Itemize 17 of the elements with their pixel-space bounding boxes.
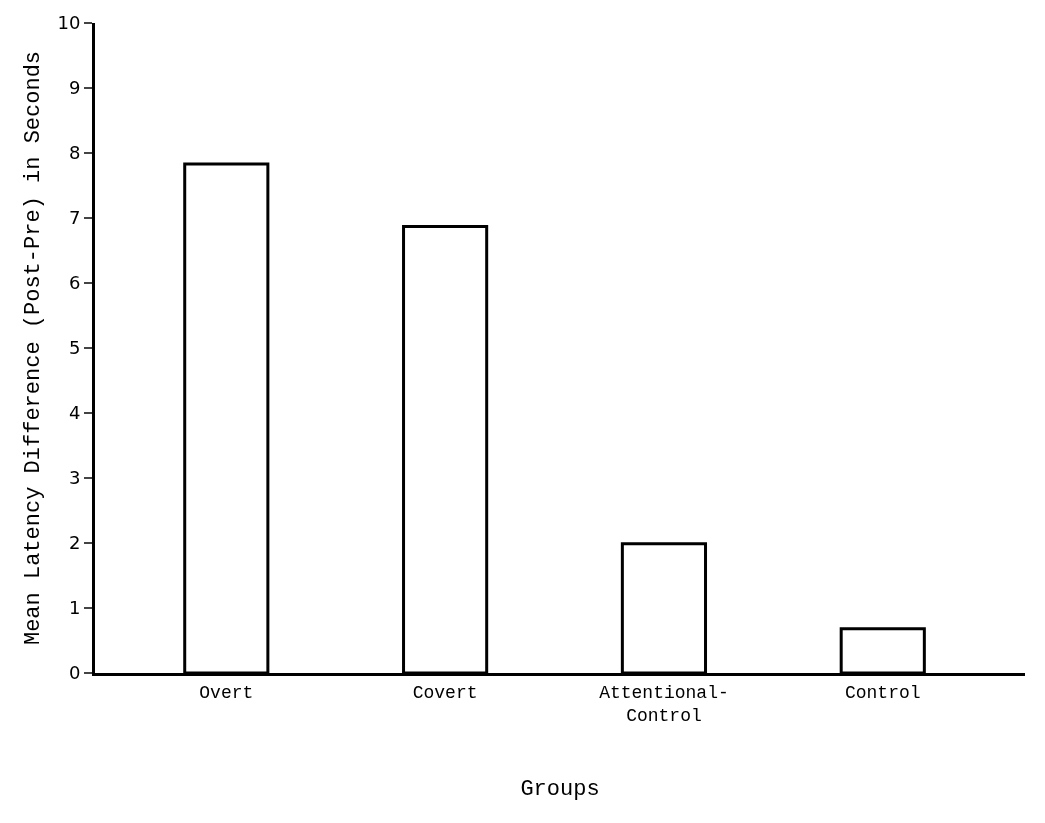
y-tick-label: 6 [68, 272, 81, 294]
y-tick-label: 0 [68, 662, 81, 684]
y-tick-label: 2 [68, 532, 81, 554]
y-tick-label: 3 [68, 467, 81, 489]
y-tick-label: 5 [68, 337, 81, 359]
y-tick-label: 4 [68, 402, 81, 424]
x-tick-label: Attentional-Control [599, 682, 729, 726]
y-tick-label: 8 [68, 142, 81, 164]
y-axis-title: Mean Latency Difference (Post-Pre) in Seconds [21, 50, 47, 646]
y-tick-label: 1 [68, 597, 81, 619]
x-tick-label: Covert [412, 682, 478, 703]
y-tick-label: 10 [57, 12, 81, 34]
y-tick-label: 7 [68, 207, 81, 229]
x-tick-label: Control [844, 682, 921, 703]
y-tick-label: 9 [68, 77, 81, 99]
x-axis-title: Groups [520, 776, 600, 802]
x-tick-label: Overt [199, 682, 254, 703]
